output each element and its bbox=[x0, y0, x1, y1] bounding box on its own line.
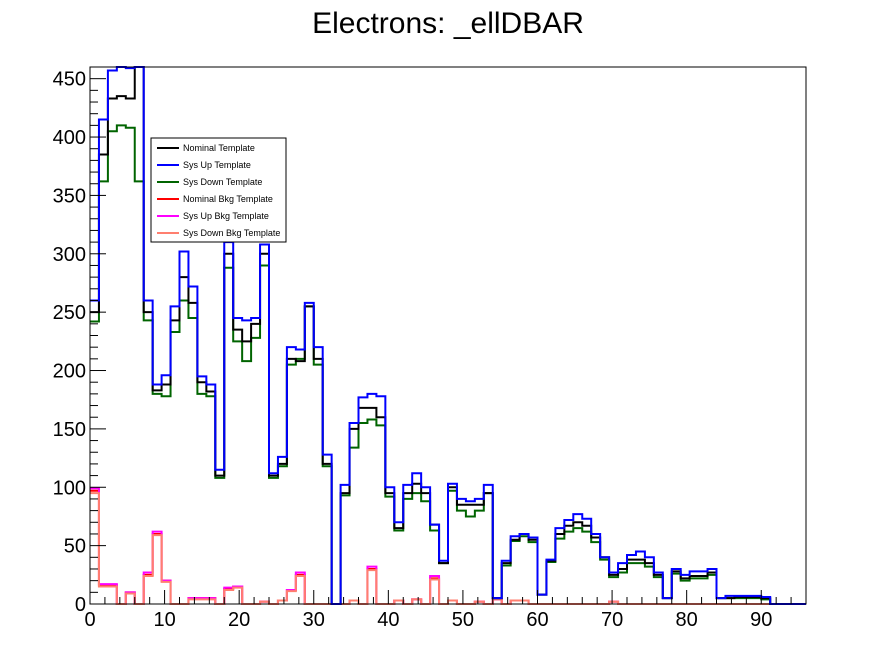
x-tick-label: 90 bbox=[750, 609, 772, 631]
x-tick-label: 50 bbox=[452, 609, 474, 631]
y-tick-label: 0 bbox=[75, 594, 86, 616]
legend-label: Nominal Template bbox=[183, 143, 255, 153]
x-tick-label: 70 bbox=[601, 609, 623, 631]
y-tick-label: 300 bbox=[53, 244, 86, 266]
legend-label: Sys Up Bkg Template bbox=[183, 211, 269, 221]
y-tick-label: 50 bbox=[64, 536, 86, 558]
y-tick-label: 200 bbox=[53, 361, 86, 383]
y-tick-label: 250 bbox=[53, 302, 86, 324]
x-tick-label: 20 bbox=[228, 609, 250, 631]
y-tick-label: 100 bbox=[53, 477, 86, 499]
axis-layer: 0 10 20 30 40 50 60 70 80 90 0 50 100 150 200 250 300 350… bbox=[53, 66, 807, 631]
x-tick-label: 80 bbox=[676, 609, 698, 631]
legend-box bbox=[150, 137, 287, 243]
legend-label: Sys Down Bkg Template bbox=[183, 228, 280, 238]
legend: Nominal Template Sys Up Template Sys Down … bbox=[150, 137, 287, 243]
x-tick-label: 10 bbox=[153, 609, 175, 631]
chart-title: Electrons: _ellDBAR bbox=[312, 7, 584, 40]
legend-label: Sys Down Template bbox=[183, 177, 262, 187]
x-tick-label: 60 bbox=[526, 609, 548, 631]
x-tick-label: 0 bbox=[84, 609, 95, 631]
y-tick-label: 400 bbox=[53, 127, 86, 149]
legend-label: Sys Up Template bbox=[183, 160, 251, 170]
x-tick-label: 40 bbox=[377, 609, 399, 631]
y-tick-label: 450 bbox=[53, 69, 86, 91]
y-tick-label: 350 bbox=[53, 185, 86, 207]
x-tick-label: 30 bbox=[303, 609, 325, 631]
y-tick-label: 150 bbox=[53, 419, 86, 441]
legend-label: Nominal Bkg Template bbox=[183, 194, 273, 204]
series-line-1 bbox=[90, 66, 806, 605]
